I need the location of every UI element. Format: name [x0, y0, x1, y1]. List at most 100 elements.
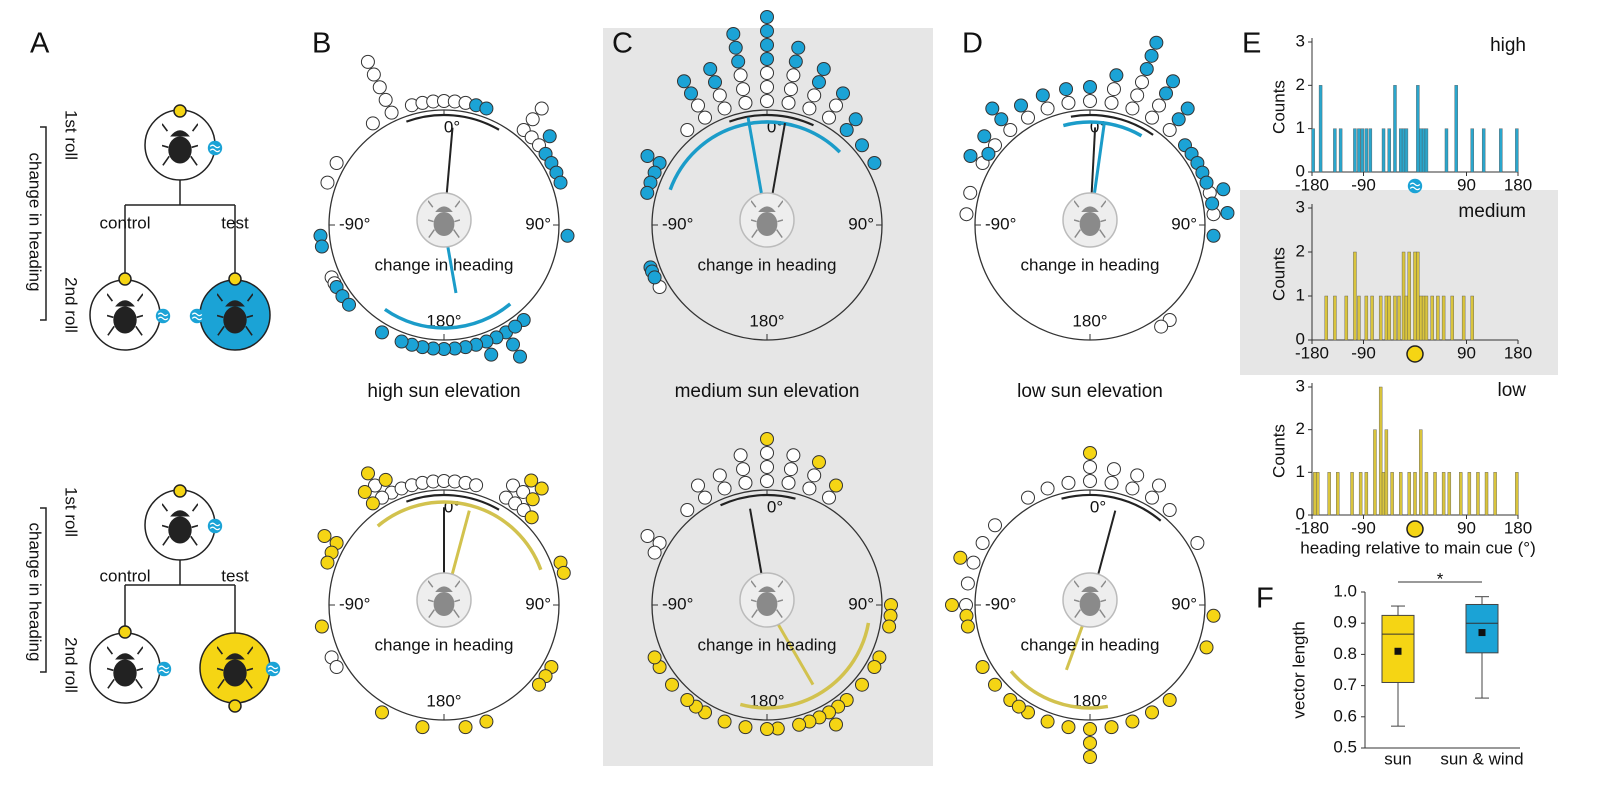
heading-dot: [811, 75, 826, 90]
heading-dot: [1083, 446, 1097, 460]
heading-dot: [712, 468, 727, 483]
heading-dot: [365, 496, 380, 511]
heading-dot: [760, 94, 774, 108]
heading-dot: [848, 112, 863, 127]
heading-dot: [960, 576, 975, 591]
heading-dot: [534, 101, 549, 116]
heading-dot: [508, 319, 523, 334]
label-test: test: [221, 566, 249, 585]
label-test: test: [221, 213, 249, 232]
heading-dot: [394, 334, 409, 349]
heading-dot: [640, 185, 655, 200]
heading-dot: [640, 529, 655, 543]
column-title: low sun elevation: [1017, 381, 1163, 402]
heading-dot: [342, 297, 357, 312]
heading-dot: [760, 38, 774, 52]
heading-dot: [760, 722, 774, 736]
x-tick-label: -180: [1295, 518, 1329, 537]
y-tick-label: 0.7: [1333, 675, 1357, 694]
axis-label: -90°: [985, 594, 1016, 613]
heading-dot: [731, 54, 746, 69]
heading-dot: [691, 478, 705, 493]
heading-dot: [963, 149, 978, 163]
heading-dot: [733, 448, 748, 463]
heading-dot: [1083, 80, 1097, 94]
heading-dot: [665, 677, 680, 692]
y-tick-label: 0.6: [1333, 706, 1357, 725]
bar: [1364, 128, 1369, 173]
x-tick-label: 180: [1504, 175, 1532, 194]
bar: [1421, 295, 1426, 341]
heading-dot: [320, 175, 335, 190]
bar: [1373, 429, 1377, 516]
heading-dot: [553, 175, 568, 190]
heading-dot: [698, 490, 712, 505]
center-label: change in heading: [698, 635, 837, 654]
bar: [1327, 472, 1331, 516]
heading-dot: [981, 146, 996, 161]
heading-dot: [1035, 88, 1050, 103]
heading-dot: [975, 536, 990, 550]
heading-dot: [1220, 205, 1235, 220]
heading-dot: [802, 481, 817, 496]
axis-label: -90°: [662, 214, 693, 233]
heading-dot: [1104, 720, 1119, 735]
bar: [1459, 472, 1463, 516]
label-roll: 2nd roll: [62, 637, 81, 693]
heading-dot: [360, 54, 375, 69]
axis-label: 0°: [767, 497, 783, 516]
bar: [1360, 128, 1365, 173]
bar: [1447, 472, 1452, 516]
heading-dot: [1003, 123, 1018, 138]
x-tick-label: -180: [1295, 343, 1329, 362]
bar: [1441, 295, 1446, 341]
bar: [1398, 472, 1403, 516]
x-tick-label: -90: [1351, 518, 1376, 537]
bar: [1467, 472, 1472, 516]
mean: [1478, 629, 1486, 637]
heading-dot: [760, 24, 774, 38]
heading-dot: [647, 650, 662, 665]
bar: [1499, 128, 1503, 173]
heading-dot: [717, 714, 732, 729]
heading-dot: [506, 337, 520, 352]
heading-dot: [791, 40, 806, 55]
hist-title: high: [1490, 35, 1526, 56]
heading-dot: [854, 138, 869, 153]
tree-lines: [124, 560, 236, 645]
bar: [1461, 295, 1466, 341]
bar: [1419, 429, 1423, 516]
bar: [1311, 128, 1315, 173]
bar: [1370, 295, 1374, 341]
center-label: change in heading: [698, 255, 837, 274]
heading-dot: [822, 490, 836, 505]
bar: [1416, 85, 1420, 173]
mean-arc: [406, 493, 500, 511]
axis-label: -90°: [339, 594, 370, 613]
label-control: control: [99, 566, 150, 585]
heading-dot: [836, 86, 850, 101]
heading-dot: [366, 67, 381, 82]
heading-dot: [1014, 98, 1028, 113]
heading-dot: [314, 619, 329, 634]
heading-dot: [1166, 74, 1180, 89]
heading-dot: [506, 478, 520, 493]
bar: [1421, 128, 1426, 173]
heading-dot: [1021, 490, 1035, 505]
label-roll: 1st roll: [62, 110, 81, 160]
heading-dot: [479, 101, 494, 116]
heading-dot: [816, 62, 831, 77]
bar: [1338, 128, 1343, 173]
wind-icon: [265, 661, 281, 677]
bar: [1316, 472, 1320, 516]
heading-dot: [1162, 503, 1177, 518]
heading-dot: [786, 68, 801, 83]
bar: [1378, 386, 1383, 516]
x-tick-label: -90: [1351, 175, 1376, 194]
axis-label: 90°: [525, 594, 551, 613]
heading-dot: [534, 481, 549, 496]
heading-dot: [640, 149, 655, 163]
center-label: change in heading: [375, 635, 514, 654]
y-tick-label: 2: [1296, 419, 1305, 438]
